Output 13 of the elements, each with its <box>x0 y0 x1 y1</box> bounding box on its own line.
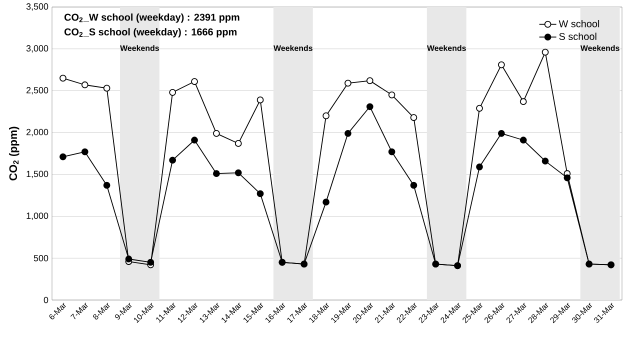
y-tick-label: 2,500 <box>26 87 48 94</box>
y-tick-label: 1,000 <box>26 212 48 220</box>
y-tick-label: 3,500 <box>26 3 48 11</box>
legend-label: W school <box>558 20 600 28</box>
annotation: CO$_{2}$_S school (weekday) : 1666 ppm <box>64 28 237 38</box>
y-tick-label: 500 <box>34 254 48 262</box>
legend-label: S school <box>559 32 596 40</box>
y-axis-title: CO$_{2}$ (ppm) <box>8 126 20 180</box>
y-tick-label: 1,500 <box>26 170 48 178</box>
annotation: CO$_{2}$_W school (weekday) : 2391 ppm <box>64 13 240 23</box>
y-tick-label: 0 <box>44 296 48 304</box>
y-tick-label: 3,000 <box>26 45 48 53</box>
y-tick-label: 2,000 <box>26 128 48 136</box>
